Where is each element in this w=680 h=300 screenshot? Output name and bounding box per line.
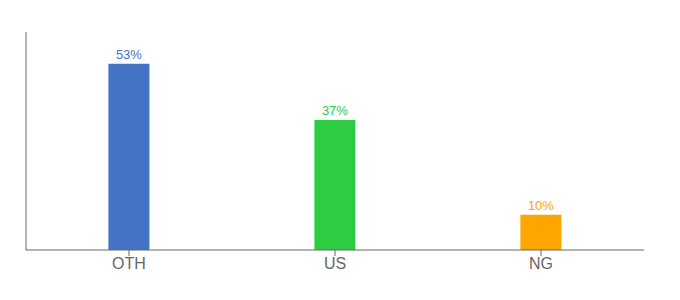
svg-text:OTH: OTH (112, 255, 146, 272)
svg-text:10%: 10% (528, 198, 554, 213)
svg-text:NG: NG (529, 255, 553, 272)
svg-text:53%: 53% (116, 47, 142, 62)
svg-text:US: US (324, 255, 346, 272)
svg-text:37%: 37% (322, 103, 348, 118)
